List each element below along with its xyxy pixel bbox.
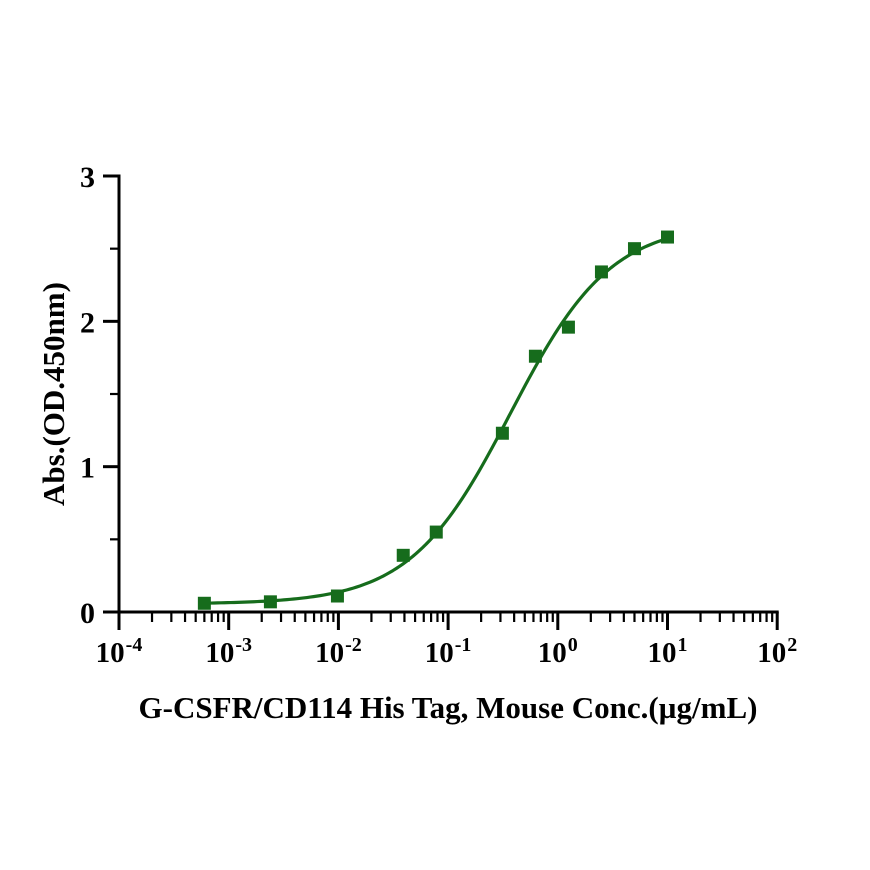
y-tick-label: 1 <box>80 452 95 485</box>
data-point <box>561 320 575 334</box>
data-point <box>528 349 542 363</box>
data-point <box>330 589 344 603</box>
data-point <box>263 595 277 609</box>
data-point <box>396 548 410 562</box>
y-tick-label: 0 <box>80 597 95 630</box>
x-tick-label: 10-2 <box>315 634 362 669</box>
axes <box>117 174 779 614</box>
data-point <box>661 230 674 244</box>
fit-curve <box>202 236 670 605</box>
data-point <box>197 596 211 610</box>
x-tick-label: 101 <box>648 634 688 669</box>
y-tick-label: 2 <box>80 306 95 339</box>
x-tick-label: 10-4 <box>96 634 143 669</box>
data-point <box>429 525 443 539</box>
data-point <box>627 242 641 256</box>
x-axis-title: G-CSFR/CD114 His Tag, Mouse Conc.(µg/mL) <box>138 690 758 725</box>
x-tick-label: 100 <box>538 634 578 669</box>
x-tick-label: 10-3 <box>205 634 252 669</box>
x-tick-label: 102 <box>757 634 797 669</box>
y-tick-label: 3 <box>80 161 95 194</box>
data-point <box>495 426 509 440</box>
y-axis-title: Abs.(OD.450nm) <box>36 282 71 506</box>
data-point <box>594 265 608 279</box>
x-tick-label: 10-1 <box>425 634 472 669</box>
